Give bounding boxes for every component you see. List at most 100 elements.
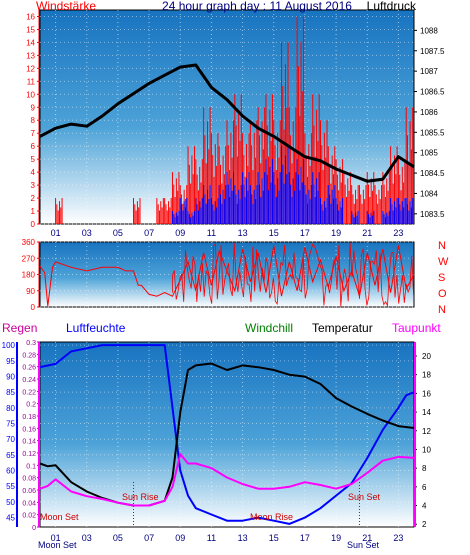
panel1-left-tick-label: 10 — [26, 90, 35, 99]
panel3-plot-area — [39, 341, 415, 528]
panel3-humidity-tick-label: 65 — [6, 451, 15, 460]
panel3-temp-tick-label: 8 — [422, 464, 427, 473]
legend-windchill: Windchill — [245, 321, 293, 335]
header-luftdruck-label: Luftdruck — [367, 0, 417, 13]
panel1-left-tick-label: 2 — [31, 194, 36, 203]
panel3-x-tick-label: 23 — [393, 533, 403, 543]
header-title: 24 hour graph day : 11 August 2016 — [162, 0, 352, 13]
panel1-left-tick-label: 6 — [31, 142, 36, 151]
panel3-regen-tick-label: 0.04 — [22, 500, 36, 507]
panel3-x-tick-label: 07 — [144, 533, 154, 543]
panel1-x-tick-label: 21 — [362, 228, 372, 238]
panel1-x-tick-label: 17 — [300, 228, 310, 238]
panel3-humidity-tick-label: 50 — [6, 498, 15, 507]
panel1-left-tick-label: 13 — [26, 51, 35, 60]
annotation-moon-rise: Moon Rise — [250, 512, 293, 522]
wind-direction-letter: S — [438, 272, 445, 284]
panel3-regen-tick-label: 0.26 — [22, 365, 36, 372]
luftdruck-line — [39, 63, 415, 183]
panel3-regen-tick-label: 0.16 — [22, 426, 36, 433]
legend-luftfeuchte: Luftfeuchte — [66, 321, 126, 335]
panel1-x-tick-label: 13 — [238, 228, 248, 238]
panel1-left-tick-label: 12 — [26, 64, 35, 73]
panel3-x-tick-label: 15 — [269, 533, 279, 543]
panel3-regen-tick-label: 0.3 — [26, 340, 36, 347]
panel1-right-tick-label: 1087.5 — [420, 47, 445, 56]
panel3-x-tick-label: 09 — [175, 533, 185, 543]
panel3-regen-tick-label: 0.28 — [22, 352, 36, 359]
wind-direction-letter: N — [438, 304, 446, 316]
panel3-regen-tick-label: 0 — [32, 525, 36, 532]
panel3-regen-tick-label: 0.1 — [26, 463, 36, 470]
panel2-left-tick-label: 90 — [26, 287, 35, 296]
panel3-x-tick-label: 03 — [82, 533, 92, 543]
header-windstaerke-label: Windstärke — [36, 0, 96, 13]
panel1-x-tick-label: 03 — [82, 228, 92, 238]
panel3-regen-tick-label: 0.24 — [22, 377, 36, 384]
panel3-humidity-tick-label: 60 — [6, 467, 15, 476]
panel3-regen-tick-label: 0.18 — [22, 414, 36, 421]
panel2-left-tick-label: 180 — [22, 271, 36, 280]
panel1-left-tick-label: 16 — [26, 12, 35, 21]
wind-direction-letter: W — [438, 256, 449, 268]
panel3-x-tick-label: 05 — [113, 533, 123, 543]
panel1-right-tick-label: 1085.5 — [420, 128, 445, 137]
panel1-left-tick-label: 8 — [31, 116, 36, 125]
wind-direction-letter: N — [438, 240, 446, 252]
panel1-left-tick-label: 4 — [31, 168, 36, 177]
panel3-humidity-tick-label: 90 — [6, 372, 15, 381]
panel3-x-tick-label: 17 — [300, 533, 310, 543]
panel3-humidity-tick-label: 80 — [6, 404, 15, 413]
panel1-right-tick-label: 1084.5 — [420, 169, 445, 178]
panel3-regen-tick-label: 0.22 — [22, 389, 36, 396]
panel3-regen-tick-label: 0.08 — [22, 476, 36, 483]
panel1-series — [39, 16, 415, 224]
panel1-axes: 01 03 05 07 09 11 13 15 17 19 21 230123456789101112… — [26, 10, 445, 238]
panel1-left-tick-label: 7 — [31, 129, 36, 138]
panel3-regen-tick-label: 0.2 — [26, 402, 36, 409]
panel3-humidity-tick-label: 75 — [6, 420, 15, 429]
panel3-x-tick-label: 11 — [207, 533, 216, 543]
panel1-left-tick-label: 9 — [31, 103, 36, 112]
panel1-left-tick-label: 5 — [31, 155, 36, 164]
panel1-x-tick-label: 11 — [207, 228, 216, 238]
panel1-left-tick-label: 15 — [26, 25, 35, 34]
temperatur-line — [39, 362, 415, 507]
annotation-moon-set-bottom: Moon Set — [38, 540, 77, 550]
panel3-temp-tick-label: 4 — [422, 502, 427, 511]
panel3-temp-tick-label: 10 — [422, 445, 431, 454]
panel3-x-tick-label: 21 — [362, 533, 372, 543]
panel1-right-tick-label: 1086 — [420, 108, 438, 117]
wind-direction-letter: O — [438, 288, 447, 300]
panel3-temp-tick-label: 12 — [422, 427, 431, 436]
panel3-temp-tick-label: 16 — [422, 389, 431, 398]
panel2-left-tick-label: 0 — [31, 303, 36, 312]
panel1-x-tick-label: 07 — [144, 228, 154, 238]
panel3-temp-tick-label: 2 — [422, 520, 427, 529]
annotation-sun-set: Sun Set — [348, 492, 381, 502]
panel3-regen-tick-label: 0.12 — [22, 451, 36, 458]
annotation-sun-rise: Sun Rise — [122, 492, 159, 502]
panel2-left-tick-label: 270 — [22, 254, 36, 263]
panel1-x-tick-label: 01 — [51, 228, 61, 238]
panel2-axes: 0 90 180 270 360 — [22, 238, 40, 312]
annotation-sun-set-bottom: Sun Set — [347, 540, 380, 550]
panel1-x-tick-label: 23 — [393, 228, 403, 238]
panel2-left-tick-label: 360 — [22, 238, 36, 247]
panel1-right-tick-label: 1087 — [420, 67, 438, 76]
panel1-right-tick-label: 1086.5 — [420, 88, 445, 97]
panel3-humidity-tick-label: 55 — [6, 482, 15, 491]
panel1-left-tick-label: 1 — [31, 207, 36, 216]
panel1-left-tick-label: 14 — [26, 38, 35, 47]
panel3-x-tick-label: 13 — [238, 533, 248, 543]
panel3-regen-tick-label: 0.02 — [22, 513, 36, 520]
panel1-right-tick-label: 1085 — [420, 149, 438, 158]
panel3-temp-tick-label: 6 — [422, 483, 427, 492]
panel3-axes: 01 03 05 07 09 11 13 15 17 19 21 234550556065707580… — [2, 340, 432, 543]
panel3-humidity-tick-label: 85 — [6, 388, 15, 397]
panel1-right-tick-label: 1083.5 — [420, 210, 445, 219]
panel1-left-tick-label: 11 — [27, 77, 36, 86]
panel1-x-tick-label: 19 — [331, 228, 341, 238]
